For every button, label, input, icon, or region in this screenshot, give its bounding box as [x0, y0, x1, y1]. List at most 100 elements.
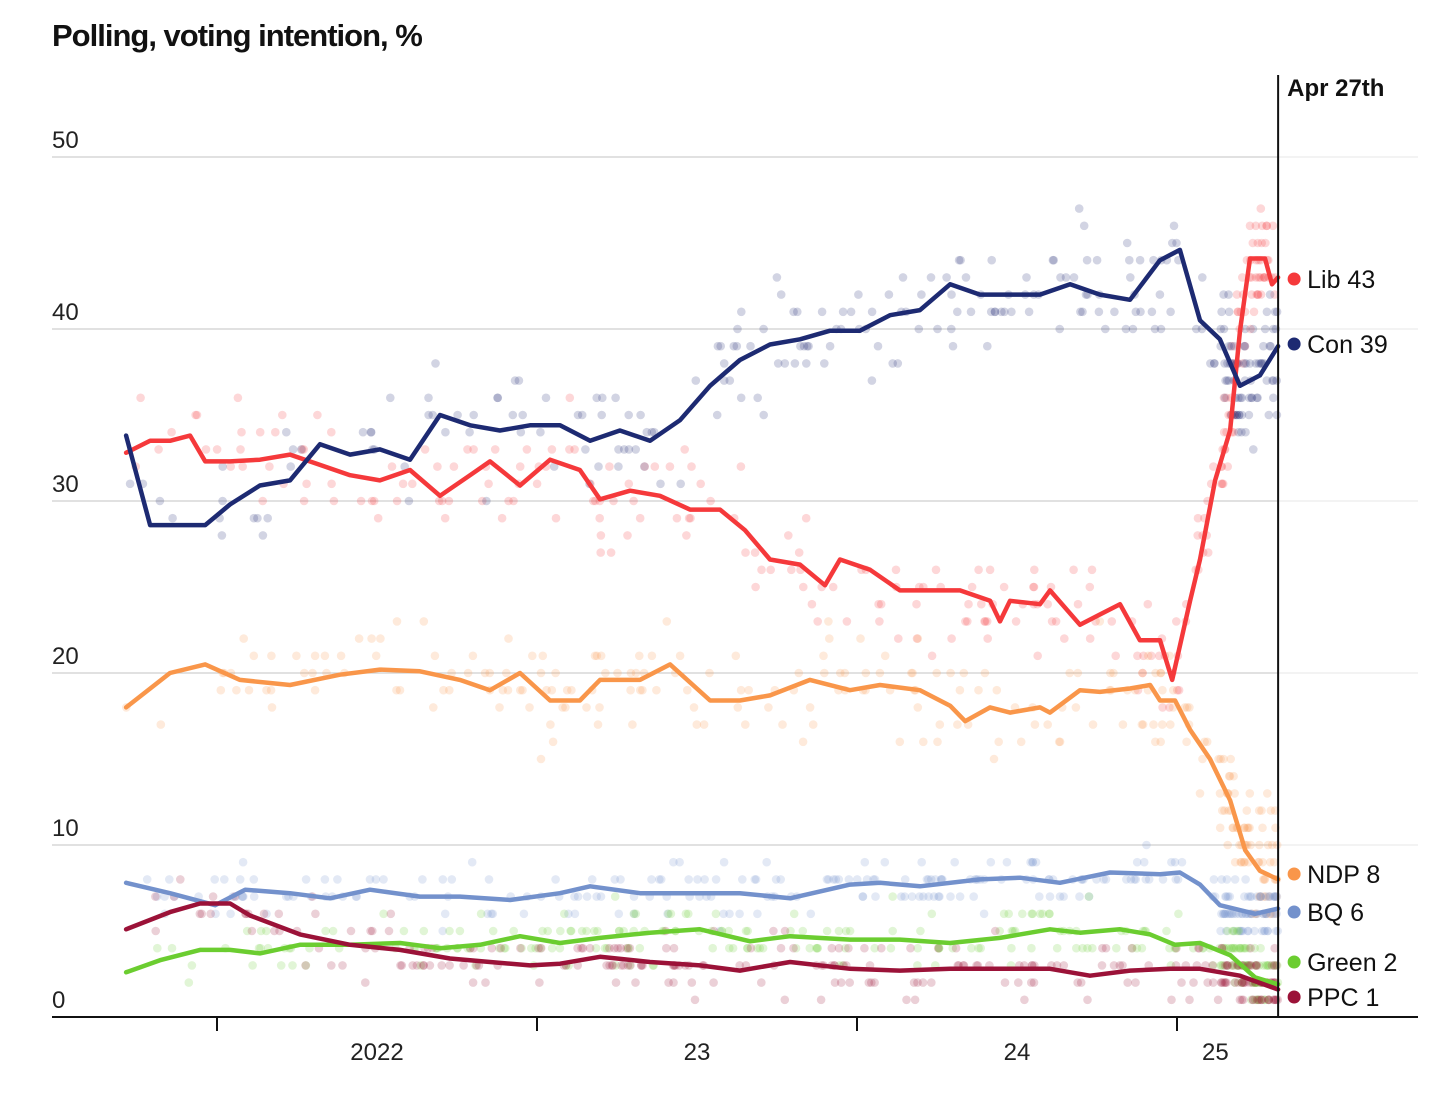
poll-dot: [820, 359, 829, 368]
end-label-lib: Lib 43: [1307, 266, 1375, 294]
poll-dot: [746, 943, 756, 953]
poll-dot: [1118, 720, 1128, 729]
poll-dot: [288, 961, 297, 970]
poll-dot: [1253, 290, 1263, 299]
poll-dot: [142, 875, 152, 884]
poll-dot: [274, 909, 284, 919]
poll-dot: [1002, 857, 1012, 867]
poll-dot: [733, 703, 743, 712]
poll-dot: [907, 892, 917, 901]
poll-dot: [1250, 995, 1260, 1005]
poll-dot: [871, 892, 880, 901]
poll-dot: [1269, 961, 1279, 970]
poll-dot: [206, 909, 215, 919]
poll-dot: [548, 737, 558, 747]
poll-dot: [799, 341, 809, 351]
poll-dot: [999, 582, 1009, 592]
poll-dot: [808, 720, 818, 729]
poll-dot: [1216, 324, 1226, 334]
poll-dot: [1270, 961, 1279, 970]
poll-dot: [1004, 909, 1013, 919]
poll-dot: [1269, 995, 1278, 1005]
poll-dot: [861, 668, 871, 678]
poll-dot: [1237, 410, 1247, 420]
poll-dot: [828, 582, 838, 592]
poll-dot: [1241, 943, 1251, 953]
poll-dot: [874, 599, 883, 609]
poll-dot: [1265, 341, 1275, 351]
y-tick-label: 10: [52, 815, 79, 842]
poll-dot: [664, 978, 673, 987]
poll-dot: [735, 909, 744, 919]
poll-dot: [1011, 617, 1021, 626]
poll-dot: [614, 462, 623, 471]
poll-dot: [913, 961, 922, 970]
poll-dot: [438, 926, 448, 936]
poll-dot: [469, 445, 478, 454]
poll-dot: [1051, 617, 1061, 626]
poll-dot: [1246, 995, 1256, 1005]
poll-dot: [218, 496, 227, 506]
poll-dot: [1251, 273, 1261, 282]
poll-dot: [1245, 823, 1254, 833]
poll-dot: [1098, 943, 1107, 953]
poll-dot: [913, 703, 923, 712]
poll-dot: [1252, 995, 1262, 1005]
poll-dot: [1239, 978, 1248, 987]
poll-dot: [725, 376, 735, 385]
poll-dot: [1269, 961, 1279, 970]
poll-dot: [510, 376, 520, 385]
poll-dot: [1230, 978, 1240, 987]
poll-dot: [708, 943, 717, 953]
poll-dot: [919, 892, 928, 901]
poll-dot: [609, 496, 618, 506]
poll-dot: [729, 341, 739, 351]
poll-dot: [682, 531, 691, 540]
poll-dot: [613, 943, 623, 953]
poll-dot: [1259, 961, 1268, 970]
poll-dot: [913, 634, 923, 643]
poll-dot: [433, 462, 442, 471]
poll-dot: [418, 875, 427, 884]
poll-dot: [626, 668, 636, 678]
poll-dot: [842, 617, 852, 626]
poll-dot: [1131, 875, 1141, 884]
poll-dot: [328, 926, 338, 936]
poll-dot: [864, 978, 874, 987]
poll-dot: [299, 445, 309, 454]
poll-dot: [675, 857, 684, 867]
poll-dot: [516, 685, 525, 695]
poll-dot: [365, 875, 375, 884]
poll-dot: [626, 685, 635, 695]
poll-dot: [875, 668, 885, 678]
poll-dot: [801, 513, 811, 523]
poll-dot: [152, 892, 162, 901]
poll-dot: [438, 875, 448, 884]
poll-dot: [1238, 926, 1248, 936]
poll-dot: [1221, 892, 1230, 901]
poll-dot: [258, 496, 268, 506]
poll-dot: [1237, 995, 1247, 1005]
poll-dot: [880, 651, 890, 661]
poll-dot: [151, 892, 160, 901]
poll-dot: [419, 926, 429, 936]
poll-dot: [836, 668, 845, 678]
poll-dot: [1158, 875, 1168, 884]
poll-dot: [459, 961, 468, 970]
poll-dot: [995, 926, 1004, 936]
poll-dot: [647, 651, 657, 661]
poll-dots: [122, 204, 1283, 1005]
poll-dot: [934, 892, 943, 901]
poll-dot: [1264, 892, 1274, 901]
poll-dot: [1244, 943, 1254, 953]
poll-dot: [495, 703, 504, 712]
poll-dot: [592, 393, 601, 403]
poll-dot: [1028, 857, 1038, 867]
poll-dot: [711, 909, 721, 919]
poll-dot: [1236, 943, 1246, 953]
poll-dot: [1266, 857, 1275, 867]
poll-dot: [1073, 978, 1082, 987]
poll-dot: [1254, 995, 1264, 1005]
poll-dot: [577, 926, 587, 936]
poll-dot: [628, 720, 637, 729]
